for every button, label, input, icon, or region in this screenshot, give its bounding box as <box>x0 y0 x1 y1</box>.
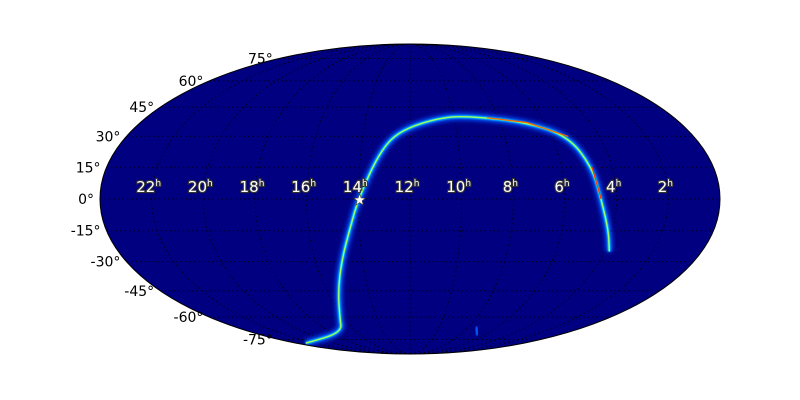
meridian-line <box>409 44 566 354</box>
dec-tick-label: 0° <box>78 192 94 208</box>
ra-tick-label: 20h <box>188 178 213 196</box>
dec-tick-label: 45° <box>129 100 154 116</box>
dec-tick-label: 60° <box>179 74 204 90</box>
dec-tick-label: -15° <box>71 224 101 240</box>
dec-tick-label: -75° <box>243 332 273 348</box>
graticule <box>100 44 720 354</box>
sky-border <box>99 43 721 355</box>
meridian-line <box>254 44 411 354</box>
ra-tick-label: 2h <box>658 178 673 196</box>
dec-tick-label: -45° <box>124 284 154 300</box>
ra-tick-label: 10h <box>446 178 471 196</box>
meridian-line <box>151 44 411 354</box>
ra-tick-label: 22h <box>136 178 161 196</box>
dec-tick-labels: 75° 60° 45° 30° 15° 0° -15° -30°-45° -60° -75° <box>71 52 273 349</box>
star-marker <box>352 193 367 206</box>
meridian-line <box>357 44 411 354</box>
ra-tick-label: 14h <box>343 178 368 196</box>
dec-tick-label: 75° <box>248 52 273 68</box>
ra-tick-label: 18h <box>240 178 265 196</box>
ra-tick-label: 16h <box>291 178 316 196</box>
ra-tick-label: 6h <box>554 178 569 196</box>
meridian-line <box>409 44 618 354</box>
star-icon <box>352 193 367 206</box>
track-peak <box>591 167 602 200</box>
sky-background <box>100 44 720 354</box>
meridian-line <box>409 44 463 354</box>
probability-track <box>304 113 613 347</box>
track-tail <box>474 326 479 336</box>
ra-tick-label: 4h <box>606 178 621 196</box>
ra-tick-labels: 22h 20h 18h 16h 14h 12h 10h 8h 6h 4h 2h <box>135 177 674 197</box>
meridian-line <box>409 44 669 354</box>
track-peak <box>486 117 569 137</box>
dec-tick-label: -30° <box>91 255 121 271</box>
ra-tick-label: 12h <box>395 178 420 196</box>
dec-tick-label: -60° <box>174 310 204 326</box>
ra-tick-label: 8h <box>503 178 518 196</box>
meridian-line <box>202 44 411 354</box>
dec-tick-label: 15° <box>76 160 101 176</box>
dec-tick-label: 30° <box>96 129 121 145</box>
